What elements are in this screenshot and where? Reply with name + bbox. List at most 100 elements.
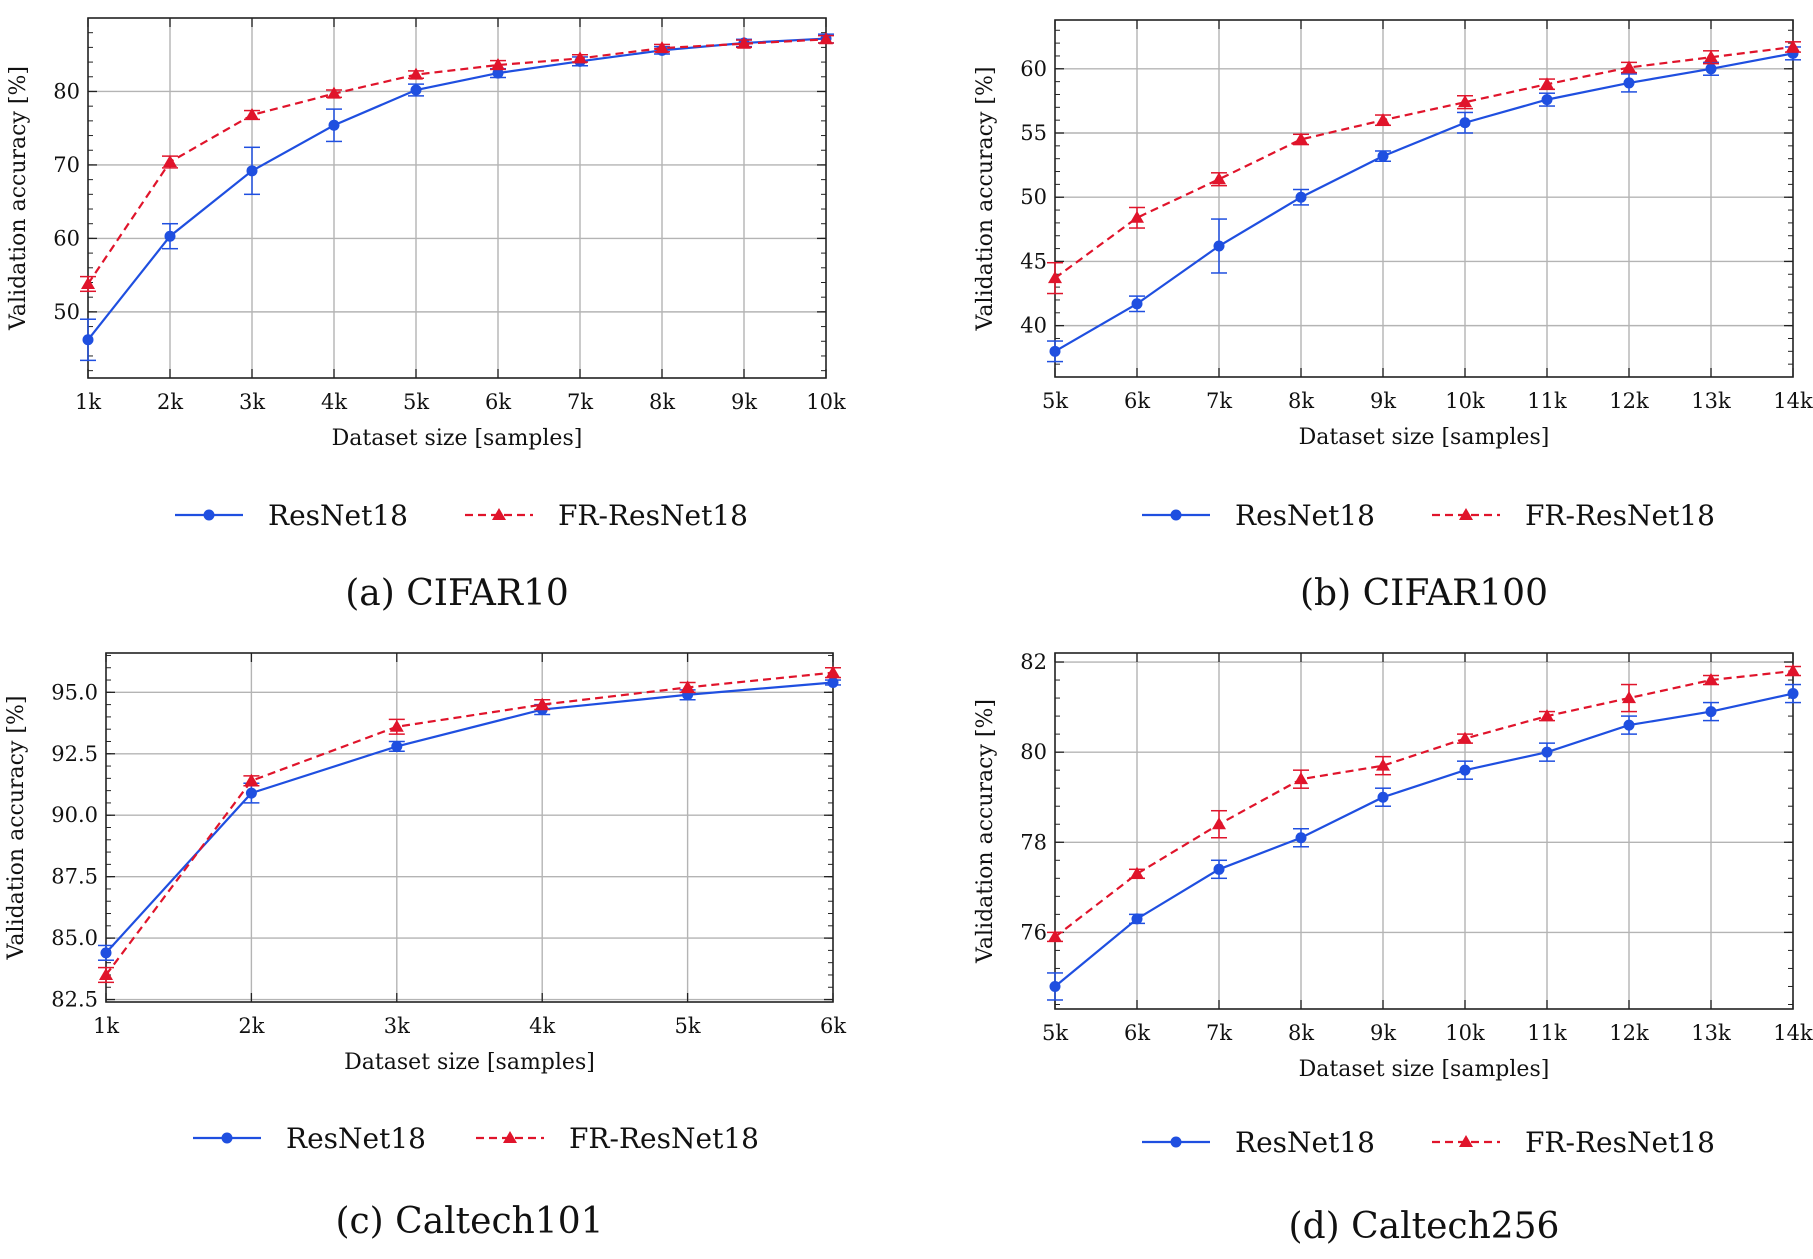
y-tick-label: 60 [53, 226, 80, 250]
series-line-resnet18 [1054, 52, 1794, 353]
y-tick-label: 80 [1020, 740, 1047, 764]
x-tick-label: 11k [1527, 1021, 1567, 1045]
data-point [1048, 929, 1062, 942]
grid [106, 653, 833, 1002]
minor-ticks [1055, 661, 1793, 1005]
legend-marker [503, 1131, 517, 1143]
legend-label: ResNet18 [1235, 499, 1375, 532]
x-tick-label: 8k [1288, 389, 1314, 413]
x-tick-label: 5k [675, 1014, 701, 1038]
y-tick-label: 78 [1020, 830, 1047, 854]
data-point [1377, 150, 1389, 162]
legend-item-fr-resnet18: FR-ResNet18 [1432, 1126, 1715, 1159]
data-point [245, 787, 257, 799]
legend-label: FR-ResNet18 [558, 499, 748, 532]
x-tick-label: 7k [567, 390, 593, 414]
legend-item-resnet18: ResNet18 [193, 1122, 426, 1155]
chart-caption: (d) Caltech256 [1289, 1206, 1560, 1247]
data-point [1704, 50, 1718, 63]
data-point [1376, 758, 1390, 771]
data-point [573, 51, 587, 64]
data-point [535, 697, 550, 710]
x-axis-label: Dataset size [samples] [344, 1050, 595, 1075]
data-point [1458, 731, 1472, 744]
y-tick-label: 82.5 [51, 988, 98, 1012]
legend-marker [221, 1132, 233, 1144]
series-fr-resnet18 [98, 665, 841, 984]
x-tick-label: 13k [1691, 1021, 1731, 1045]
data-point [328, 119, 340, 131]
x-tick-label: 3k [384, 1014, 410, 1038]
series-line-fr-resnet18 [87, 38, 827, 285]
data-point [1622, 60, 1636, 73]
legend-item-resnet18: ResNet18 [175, 499, 408, 532]
x-tick-label: 6k [1124, 389, 1150, 413]
y-tick-label: 92.5 [51, 742, 98, 766]
series-line-resnet18 [1054, 692, 1794, 988]
data-point [1213, 240, 1225, 252]
x-tick-label: 5k [403, 390, 429, 414]
legend-label: ResNet18 [268, 499, 408, 532]
data-point [99, 967, 113, 980]
x-tick-label: 5k [1042, 1021, 1068, 1045]
x-tick-label: 1k [75, 390, 101, 414]
data-point [1294, 772, 1308, 785]
grid [88, 18, 826, 378]
x-tick-label: 11k [1527, 389, 1567, 413]
legend-marker [203, 509, 215, 521]
chart-caption: (b) CIFAR100 [1300, 573, 1548, 614]
grid [1055, 20, 1793, 377]
data-point [1786, 664, 1800, 677]
y-tick-label: 87.5 [51, 865, 98, 889]
x-tick-label: 9k [731, 390, 757, 414]
series-fr-resnet18 [80, 32, 834, 293]
data-point [1459, 764, 1471, 776]
legend-label: ResNet18 [286, 1122, 426, 1155]
data-point [1294, 132, 1308, 145]
data-point [680, 680, 695, 693]
series-line-fr-resnet18 [1054, 45, 1794, 280]
data-point [1540, 77, 1554, 90]
legend-label: FR-ResNet18 [1525, 499, 1715, 532]
x-tick-label: 4k [321, 390, 347, 414]
x-axis-label: Dataset size [samples] [332, 426, 583, 451]
y-axis-label: Validation accuracy [%] [973, 699, 998, 964]
data-point [1048, 271, 1062, 284]
data-point [1130, 210, 1144, 223]
x-tick-label: 10k [806, 390, 846, 414]
series-fr-resnet18 [1047, 664, 1801, 943]
legend-label: FR-ResNet18 [569, 1122, 759, 1155]
legend: ResNet18 FR-ResNet18 [193, 1122, 759, 1155]
x-tick-label: 13k [1691, 389, 1731, 413]
chart-caltech101: 1k 2k 3k 4k 5k 6k 82.5 85.0 87.5 90.0 92.5 95.0 Data… [4, 652, 846, 1242]
x-tick-label: 9k [1370, 389, 1396, 413]
data-point [391, 740, 403, 752]
data-point [1049, 345, 1061, 357]
data-point [1704, 673, 1718, 686]
plot-frame [1054, 19, 1794, 378]
data-point [492, 67, 504, 79]
data-point [1541, 94, 1553, 106]
y-tick-label: 90.0 [51, 803, 98, 827]
data-point [1049, 980, 1061, 992]
chart-cifar10: 1k 2k 3k 4k 5k 6k 7k 8k 9k 10k 50 60 70 80 Dataset siz… [6, 17, 846, 614]
data-point [1131, 913, 1143, 925]
y-tick-label: 40 [1020, 314, 1047, 338]
plot-frame [105, 652, 834, 1003]
data-point [1623, 77, 1635, 89]
data-point [1212, 817, 1226, 830]
y-tick-label: 50 [53, 300, 80, 324]
x-tick-label: 12k [1609, 389, 1649, 413]
plot-frame [87, 17, 827, 379]
legend-marker [1459, 508, 1473, 520]
x-tick-label: 10k [1445, 389, 1485, 413]
data-point [327, 86, 341, 99]
x-tick-label: 2k [157, 390, 183, 414]
y-axis-label: Validation accuracy [%] [4, 696, 29, 961]
y-tick-label: 45 [1020, 249, 1047, 273]
data-point [737, 36, 751, 49]
data-point [827, 676, 839, 688]
data-point [1130, 866, 1144, 879]
legend-item-resnet18: ResNet18 [1142, 1126, 1375, 1159]
